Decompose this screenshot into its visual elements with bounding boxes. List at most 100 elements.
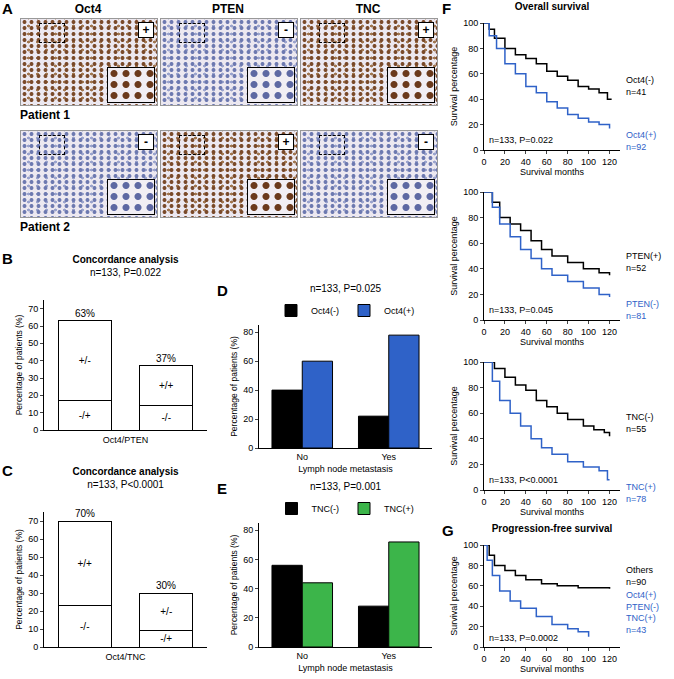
svg-text:40: 40 xyxy=(28,570,38,580)
svg-text:n=133, P=0.022: n=133, P=0.022 xyxy=(489,135,553,145)
svg-text:Lymph node metastasis: Lymph node metastasis xyxy=(298,663,393,673)
svg-text:-/+: -/+ xyxy=(79,410,91,421)
svg-text:80: 80 xyxy=(468,561,478,571)
svg-text:70: 70 xyxy=(28,304,38,314)
svg-text:40: 40 xyxy=(521,157,531,167)
svg-text:TNC(-)n=55: TNC(-)n=55 xyxy=(626,412,654,434)
svg-text:20: 20 xyxy=(468,120,478,130)
svg-text:Percentage of patients (%): Percentage of patients (%) xyxy=(14,529,24,630)
svg-text:20: 20 xyxy=(28,606,38,616)
svg-text:80: 80 xyxy=(468,44,478,54)
svg-text:20: 20 xyxy=(28,390,38,400)
svg-text:n=133, P=0.001: n=133, P=0.001 xyxy=(310,481,382,492)
svg-text:0: 0 xyxy=(473,315,478,325)
svg-text:Survival months: Survival months xyxy=(520,337,585,347)
svg-text:Percentage of patients (%): Percentage of patients (%) xyxy=(229,535,239,636)
svg-text:60: 60 xyxy=(243,555,253,565)
svg-text:60: 60 xyxy=(28,321,38,331)
svg-text:-/-: -/- xyxy=(162,412,171,423)
svg-text:n=133, P=0.045: n=133, P=0.045 xyxy=(489,305,553,315)
svg-text:60: 60 xyxy=(542,497,552,507)
svg-text:-/-: -/- xyxy=(80,621,89,632)
svg-text:60: 60 xyxy=(542,157,552,167)
svg-text:63%: 63% xyxy=(75,308,95,319)
svg-text:0: 0 xyxy=(481,327,486,337)
svg-text:n=133, P=0.0002: n=133, P=0.0002 xyxy=(489,633,558,643)
svg-text:80: 80 xyxy=(563,654,573,664)
svg-text:Oct4(+)PTEN(-)TNC(+)n=43: Oct4(+)PTEN(-)TNC(+)n=43 xyxy=(626,590,659,635)
svg-text:Oct4(-)n=41: Oct4(-)n=41 xyxy=(626,75,654,97)
svg-text:120: 120 xyxy=(602,654,617,664)
svg-text:100: 100 xyxy=(463,540,478,550)
svg-text:+/-: +/- xyxy=(79,355,91,366)
svg-text:40: 40 xyxy=(521,327,531,337)
svg-text:0: 0 xyxy=(481,157,486,167)
svg-text:Survival months: Survival months xyxy=(520,507,585,517)
svg-text:TNC(+)n=78: TNC(+)n=78 xyxy=(626,482,656,504)
svg-text:60: 60 xyxy=(28,534,38,544)
svg-text:40: 40 xyxy=(521,654,531,664)
svg-text:Yes: Yes xyxy=(381,651,396,661)
svg-text:50: 50 xyxy=(28,552,38,562)
svg-text:n=133, P<0.0001: n=133, P<0.0001 xyxy=(489,475,558,485)
svg-text:n=133, P=0.025: n=133, P=0.025 xyxy=(310,283,382,294)
svg-text:0: 0 xyxy=(473,145,478,155)
svg-text:30: 30 xyxy=(28,373,38,383)
svg-text:60: 60 xyxy=(468,238,478,248)
svg-text:100: 100 xyxy=(463,187,478,197)
svg-text:0: 0 xyxy=(473,485,478,495)
svg-text:80: 80 xyxy=(563,327,573,337)
svg-text:80: 80 xyxy=(563,157,573,167)
svg-text:100: 100 xyxy=(581,157,596,167)
svg-text:80: 80 xyxy=(468,383,478,393)
svg-text:120: 120 xyxy=(602,157,617,167)
svg-text:40: 40 xyxy=(468,94,478,104)
svg-text:0: 0 xyxy=(33,642,38,652)
svg-text:20: 20 xyxy=(468,622,478,632)
svg-text:80: 80 xyxy=(563,497,573,507)
svg-text:80: 80 xyxy=(243,525,253,535)
svg-text:TNC(-): TNC(-) xyxy=(312,504,340,514)
svg-text:60: 60 xyxy=(468,69,478,79)
svg-text:20: 20 xyxy=(243,414,253,424)
svg-text:No: No xyxy=(296,651,308,661)
svg-text:Percentage of patients (%): Percentage of patients (%) xyxy=(14,315,24,416)
svg-text:Othersn=90: Othersn=90 xyxy=(626,565,654,587)
svg-text:40: 40 xyxy=(521,497,531,507)
svg-text:10: 10 xyxy=(28,408,38,418)
svg-text:20: 20 xyxy=(500,327,510,337)
svg-text:30%: 30% xyxy=(156,580,176,591)
svg-text:20: 20 xyxy=(500,654,510,664)
svg-text:Survival percentage: Survival percentage xyxy=(449,216,459,296)
svg-text:70%: 70% xyxy=(75,508,95,519)
svg-text:100: 100 xyxy=(463,18,478,28)
svg-text:30: 30 xyxy=(28,588,38,598)
svg-text:100: 100 xyxy=(463,357,478,367)
svg-text:20: 20 xyxy=(468,460,478,470)
svg-text:PTEN(-)n=81: PTEN(-)n=81 xyxy=(626,299,659,321)
svg-text:Concordance analysisn=133, P<0: Concordance analysisn=133, P<0.0001 xyxy=(72,466,179,490)
svg-text:60: 60 xyxy=(468,408,478,418)
svg-text:40: 40 xyxy=(243,584,253,594)
svg-text:20: 20 xyxy=(468,290,478,300)
svg-text:Survival percentage: Survival percentage xyxy=(449,47,459,127)
svg-text:60: 60 xyxy=(542,327,552,337)
svg-text:80: 80 xyxy=(468,213,478,223)
svg-text:Survival percentage: Survival percentage xyxy=(449,386,459,466)
svg-text:60: 60 xyxy=(468,581,478,591)
svg-text:Survival months: Survival months xyxy=(520,664,585,674)
svg-text:Lymph node metastasis: Lymph node metastasis xyxy=(298,464,393,474)
svg-text:80: 80 xyxy=(243,327,253,337)
svg-text:0: 0 xyxy=(481,497,486,507)
svg-text:0: 0 xyxy=(33,425,38,435)
svg-text:50: 50 xyxy=(28,338,38,348)
svg-text:100: 100 xyxy=(581,654,596,664)
svg-text:40: 40 xyxy=(468,264,478,274)
svg-text:+/+: +/+ xyxy=(159,380,174,391)
svg-text:TNC(+): TNC(+) xyxy=(384,504,414,514)
svg-text:70: 70 xyxy=(28,516,38,526)
svg-text:Progression-free survival: Progression-free survival xyxy=(492,523,613,534)
svg-text:Survival months: Survival months xyxy=(520,167,585,177)
svg-text:-/+: -/+ xyxy=(160,633,172,644)
svg-text:0: 0 xyxy=(248,642,253,652)
